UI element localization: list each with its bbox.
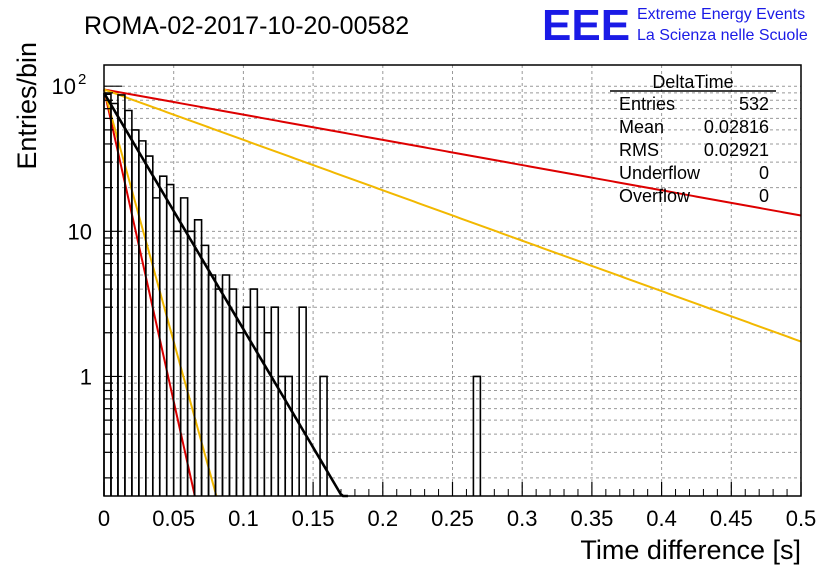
histogram-bin — [472, 375, 482, 496]
chart-title: ROMA-02-2017-10-20-00582 — [84, 12, 409, 40]
stats-value-mean: 0.02816 — [704, 117, 769, 137]
y-tick-label: 10 — [68, 219, 92, 244]
stats-value-underflow: 0 — [759, 163, 769, 183]
x-tick-label: 0 — [98, 506, 110, 531]
stats-value-rms: 0.02921 — [704, 140, 769, 160]
x-tick-label: 0.15 — [292, 506, 335, 531]
reference-line-yellow-2 — [103, 88, 802, 343]
stats-label-underflow: Underflow — [619, 163, 701, 183]
reference-line-red-0 — [103, 88, 802, 217]
grid — [104, 65, 801, 496]
x-tick-label: 0.25 — [431, 506, 474, 531]
x-tick-label: 0.1 — [228, 506, 259, 531]
axis-ticks: 0 0.05 0.1 0.15 0.2 0.25 0.3 0.35 0.4 0.45 0.5 1 10 1… — [52, 71, 817, 531]
x-tick-label: 0.4 — [646, 506, 677, 531]
logo-line-2: La Scienza nelle Scuole — [637, 27, 808, 44]
y-tick-label: 10 — [52, 74, 76, 99]
reference-line-red-1 — [103, 89, 196, 497]
x-tick-label: 0.3 — [507, 506, 538, 531]
stats-label-mean: Mean — [619, 117, 664, 137]
x-tick-label: 0.35 — [570, 506, 613, 531]
x-tick-label: 0.2 — [368, 506, 399, 531]
logo-line-1: Extreme Energy Events — [637, 6, 805, 23]
histogram — [103, 93, 482, 496]
x-tick-label: 0.05 — [152, 506, 195, 531]
fit-curve — [102, 92, 348, 498]
histogram-bin — [298, 306, 307, 496]
stats-value-entries: 532 — [739, 94, 769, 114]
fit-line — [102, 92, 348, 498]
x-tick-label: 0.45 — [710, 506, 753, 531]
stats-box: DeltaTime Entries 532 Mean 0.02816 RMS 0… — [610, 72, 776, 206]
reference-line-yellow-3 — [103, 89, 218, 497]
stats-label-entries: Entries — [619, 94, 675, 114]
stats-title: DeltaTime — [652, 72, 733, 92]
reference-lines — [103, 88, 802, 497]
histogram-bin — [284, 375, 293, 496]
stats-value-overflow: 0 — [759, 186, 769, 206]
x-tick-label: 0.5 — [786, 506, 817, 531]
y-tick-label: 1 — [80, 364, 92, 389]
stats-label-overflow: Overflow — [619, 186, 691, 206]
histogram-bin — [319, 375, 328, 496]
stats-label-rms: RMS — [619, 140, 659, 160]
x-axis-label: Time difference [s] — [580, 535, 801, 565]
y-axis-label: Entries/bin — [12, 42, 42, 170]
eee-logo: EEE — [542, 1, 630, 50]
y-tick-exponent: 2 — [78, 71, 86, 88]
